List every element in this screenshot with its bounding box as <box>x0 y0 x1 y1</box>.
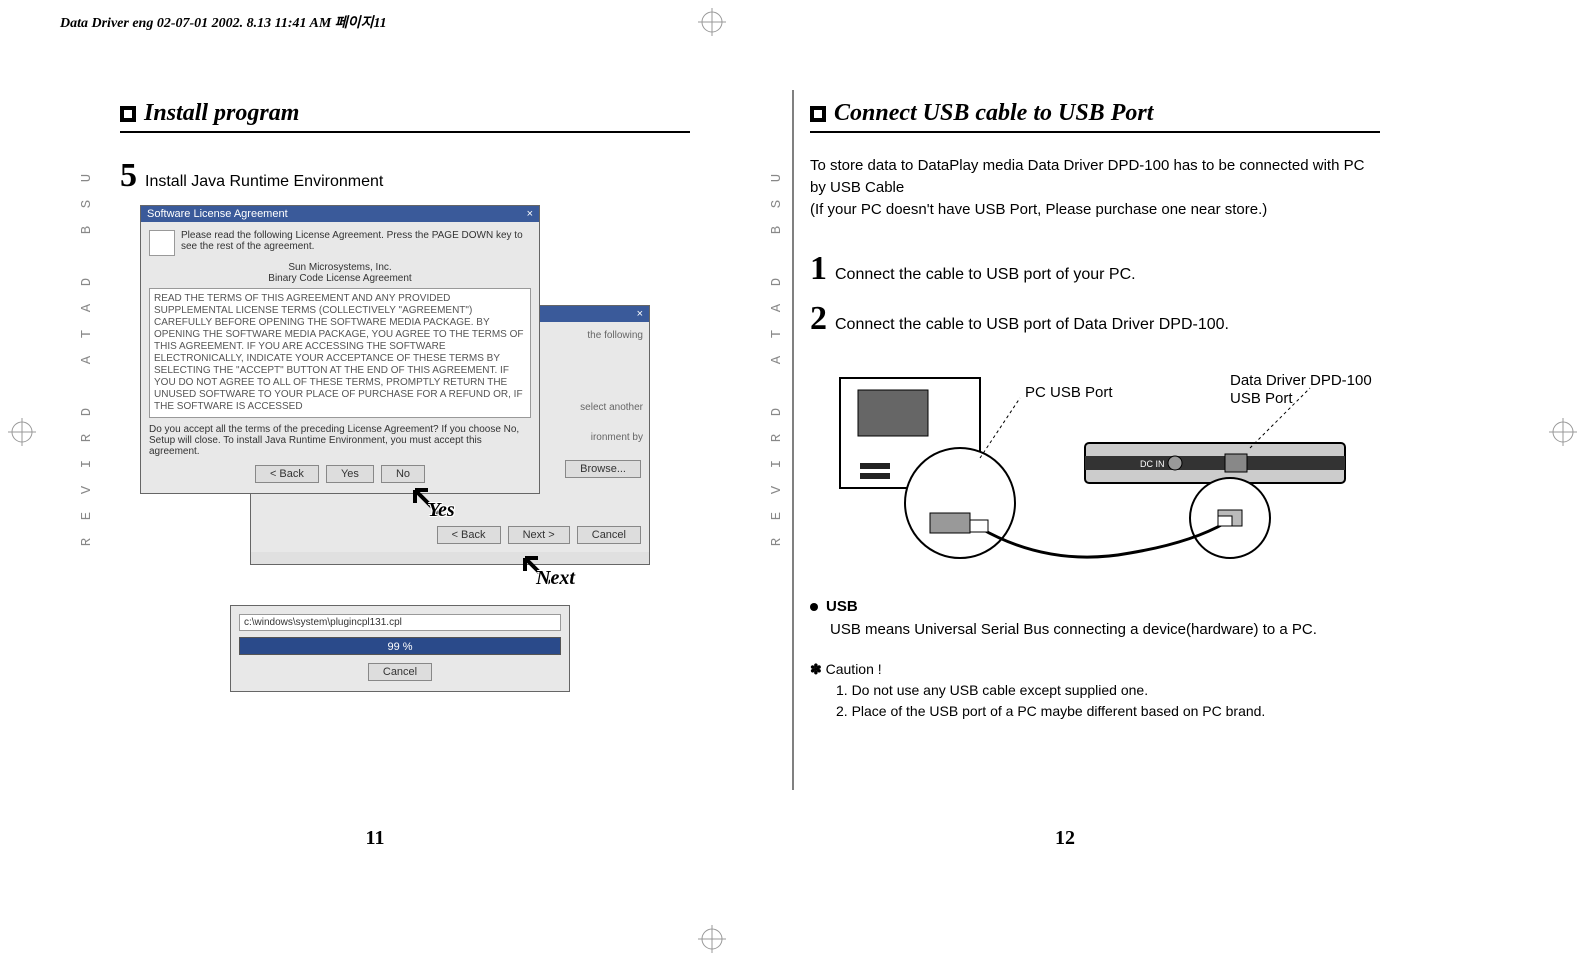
cancel-button[interactable]: Cancel <box>368 663 432 681</box>
usb-heading: USB <box>826 598 858 615</box>
side-tab-text: USB DATA DRIVER <box>80 170 94 550</box>
step-number: 1 <box>810 250 827 288</box>
side-tab-text: USB DATA DRIVER <box>770 170 784 550</box>
step-text: Install Java Runtime Environment <box>145 173 383 191</box>
yes-button[interactable]: Yes <box>326 465 374 483</box>
file-header: Data Driver eng 02-07-01 2002. 8.13 11:4… <box>60 12 387 32</box>
yes-callout: Yes <box>400 475 450 530</box>
crop-mark-right <box>1549 412 1577 452</box>
page-11: USB DATA DRIVER Install program 5 Instal… <box>50 80 700 860</box>
intro-text: To store data to DataPlay media Data Dri… <box>810 155 1370 199</box>
vendor-name: Sun Microsystems, Inc. <box>149 262 531 273</box>
title-icon <box>120 106 136 122</box>
step-text: Connect the cable to USB port of Data Dr… <box>835 316 1229 334</box>
svg-text:DC IN: DC IN <box>1140 459 1165 469</box>
step-number: 2 <box>810 300 827 338</box>
step-number: 5 <box>120 157 137 195</box>
label-pc-port: PC USB Port <box>1025 384 1113 401</box>
frag-text: ironment by <box>591 432 643 443</box>
window-title: Software License Agreement <box>147 208 288 220</box>
progress-bar: 99 % <box>239 637 561 655</box>
intro-note: (If your PC doesn't have USB Port, Pleas… <box>810 199 1370 221</box>
install-window-license: Software License Agreement × Please read … <box>140 205 540 494</box>
installer-screenshots: × the following select another ironment … <box>140 205 660 685</box>
crop-mark-bottom <box>692 925 732 953</box>
crop-mark-top <box>692 8 732 36</box>
usb-description: USB means Universal Serial Bus connectin… <box>830 619 1370 641</box>
step-text: Connect the cable to USB port of your PC… <box>835 266 1136 284</box>
next-button[interactable]: Next > <box>508 526 570 544</box>
doc-icon <box>149 230 175 256</box>
page-number: 11 <box>50 827 700 850</box>
page-number: 12 <box>740 827 1390 850</box>
page-title: Connect USB cable to USB Port <box>834 100 1153 127</box>
close-icon[interactable]: × <box>527 208 533 220</box>
install-window-progress: c:\windows\system\plugincpl131.cpl 99 % … <box>230 605 570 692</box>
title-icon <box>810 106 826 122</box>
frag-text: the following <box>587 330 643 341</box>
accept-question: Do you accept all the terms of the prece… <box>149 424 531 457</box>
back-button[interactable]: < Back <box>255 465 319 483</box>
bullet-icon <box>810 603 818 611</box>
label-dd-port-2: USB Port <box>1230 390 1293 407</box>
license-body: READ THE TERMS OF THIS AGREEMENT AND ANY… <box>149 288 531 418</box>
crop-mark-left <box>8 412 36 452</box>
next-callout: Next <box>510 543 560 598</box>
browse-button[interactable]: Browse... <box>565 460 641 478</box>
license-intro: Please read the following License Agreem… <box>181 230 531 252</box>
label-dd-port-1: Data Driver DPD-100 <box>1230 372 1372 389</box>
page-12: USB DATA DRIVER Connect USB cable to USB… <box>740 80 1390 860</box>
caution-line: 2. Place of the USB port of a PC maybe d… <box>836 701 1390 722</box>
usb-diagram: DC IN PC USB Port Data Driver DPD-100 US… <box>830 368 1390 578</box>
page-title: Install program <box>144 100 299 127</box>
license-subtitle: Binary Code License Agreement <box>149 273 531 284</box>
frag-text: select another <box>580 402 643 413</box>
caution-heading: Caution ! <box>826 661 882 677</box>
caution-line: 1. Do not use any USB cable except suppl… <box>836 680 1390 701</box>
progress-path: c:\windows\system\plugincpl131.cpl <box>239 614 561 631</box>
asterisk-icon: ✽ <box>810 661 826 677</box>
cancel-button[interactable]: Cancel <box>577 526 641 544</box>
